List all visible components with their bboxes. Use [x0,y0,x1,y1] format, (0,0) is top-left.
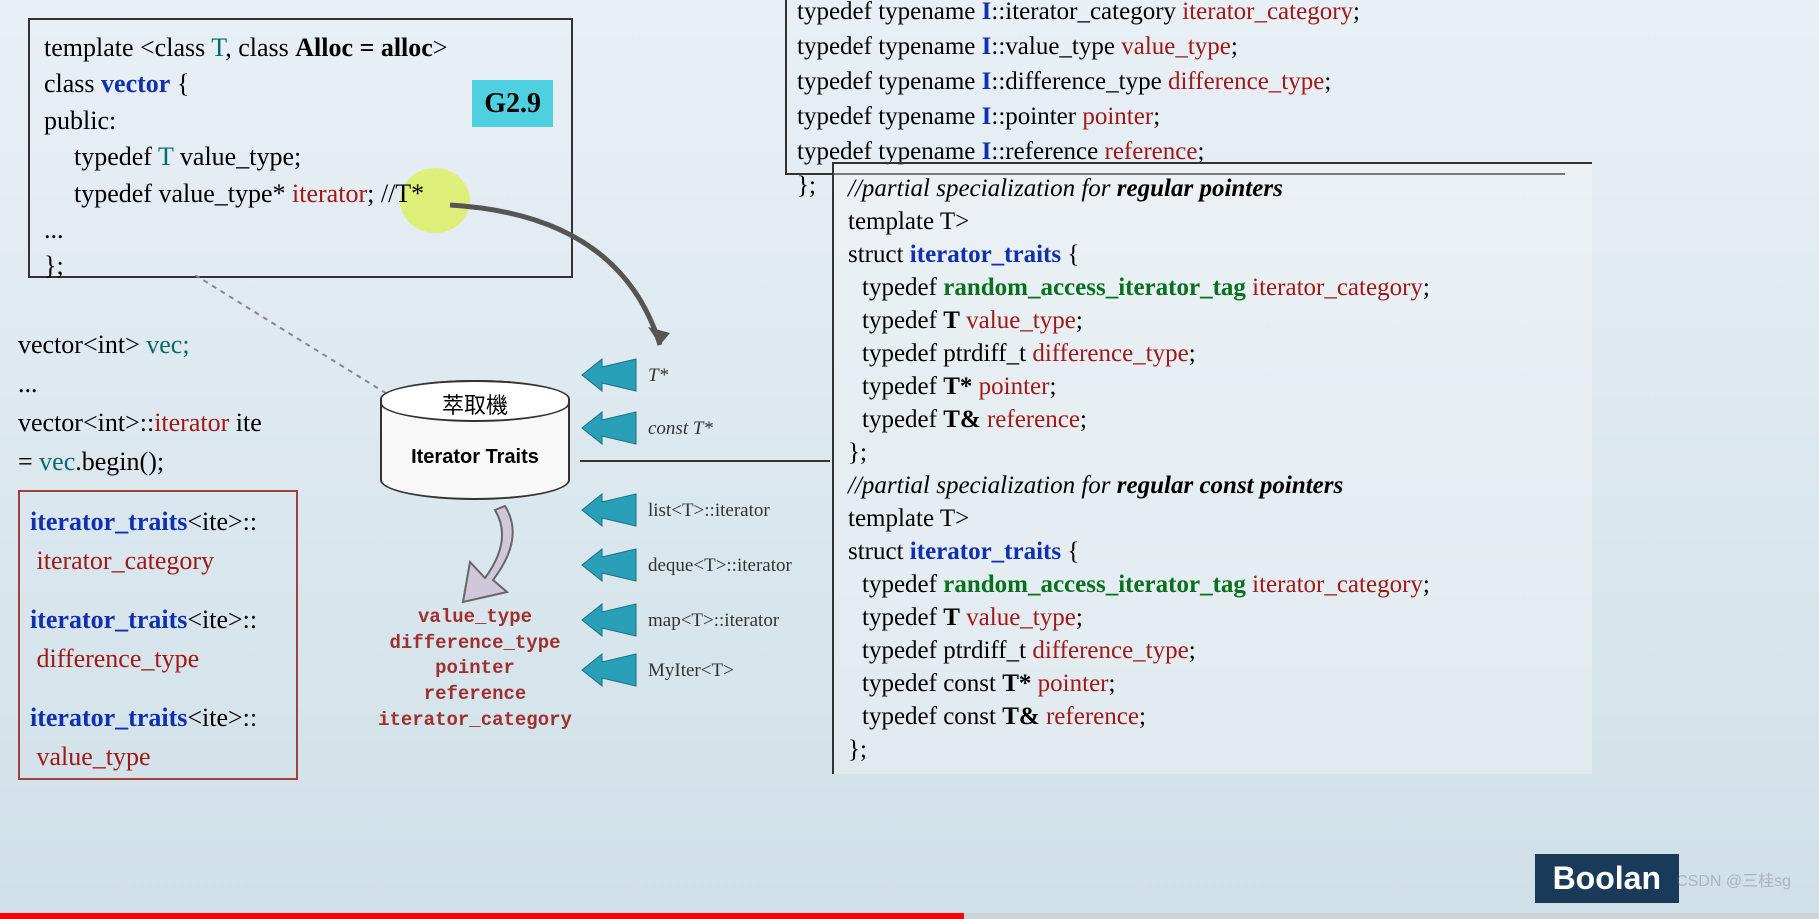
input-label: deque<T>::iterator [648,555,792,577]
input-arrow-icon [580,355,640,400]
input-arrow-icon [580,408,640,453]
traits-output-list: value_type difference_type pointer refer… [365,605,585,733]
input-label: map<T>::iterator [648,610,779,632]
iterator-traits-usage-box: iterator_traits<ite>:: iterator_category… [18,490,298,780]
input-arrow-icon [580,490,640,535]
partial-specialization-box: //partial specialization for regular poi… [832,162,1592,774]
input-arrow-icon [580,650,640,695]
primary-traits-box: typedef typename I::iterator_category it… [785,0,1565,175]
code-line-1: template <class T, class Alloc = alloc> [44,30,557,66]
code-line-4: typedef T value_type; [44,139,557,175]
video-progress-bar[interactable] [0,913,964,919]
usage-snippet: vector<int> vec; ... vector<int>::iterat… [18,325,262,481]
divider-line [580,460,830,462]
traits-machine: 萃取機 Iterator Traits value_type differenc… [365,380,585,733]
input-label: MyIter<T> [648,660,734,682]
watermark-text: CSDN @三桂sg [1676,867,1791,891]
input-arrow-icon [580,600,640,645]
boolan-logo: Boolan [1535,854,1679,903]
cylinder-top-label: 萃取機 [382,388,568,420]
cylinder-icon: 萃取機 Iterator Traits [380,380,570,500]
cylinder-main-label: Iterator Traits [382,446,568,469]
extract-arrow-icon [415,500,535,610]
input-label: T* [648,365,668,387]
input-arrow-icon [580,545,640,590]
g29-badge: G2.9 [472,80,553,127]
input-label: const T* [648,418,713,440]
input-label: list<T>::iterator [648,500,770,522]
